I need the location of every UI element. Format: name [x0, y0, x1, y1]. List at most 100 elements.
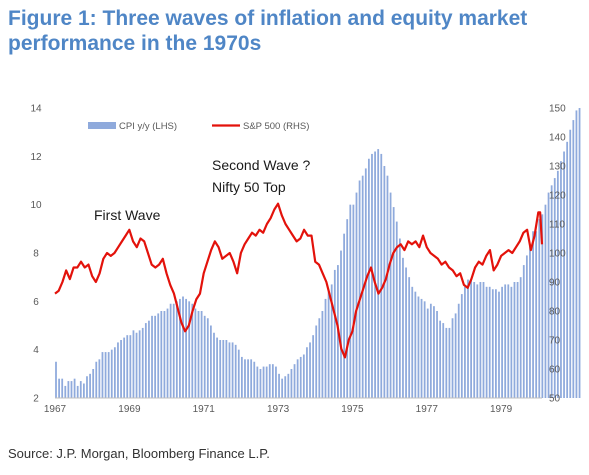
cpi-bar [566, 141, 569, 398]
chart-container: 2 4 6 8 10 12 14 50 60 70 80 90 100 110 120 130 140 150 19… [0, 84, 589, 432]
cpi-bar [315, 325, 318, 398]
cpi-bar [197, 311, 200, 398]
cpi-bar [525, 255, 528, 398]
cpi-bar [104, 352, 107, 398]
cpi-bar [507, 284, 510, 398]
cpi-bar [519, 277, 522, 398]
cpi-bar [225, 340, 228, 398]
cpi-bar [117, 342, 119, 398]
cpi-bar [420, 298, 423, 398]
cpi-bar [532, 231, 534, 398]
cpi-bar [129, 335, 132, 398]
cpi-bar [169, 303, 172, 398]
cpi-bar [433, 306, 435, 398]
x-axis-tick-label: 1977 [416, 404, 439, 415]
cpi-bar [575, 110, 578, 399]
annotation-first-wave: First Wave [94, 207, 161, 223]
cpi-bar [361, 175, 364, 398]
cpi-bar [405, 267, 407, 398]
right-axis-tick-label: 110 [549, 220, 565, 231]
cpi-bar [578, 108, 581, 398]
figure-title: Figure 1: Three waves of inflation and e… [8, 7, 528, 55]
x-axis-tick-label: 1973 [267, 404, 290, 415]
cpi-bar [61, 378, 64, 398]
cpi-bar [268, 364, 271, 398]
right-axis-tick-label: 100 [549, 249, 566, 260]
cpi-bar [529, 245, 531, 398]
cpi-bar [281, 378, 284, 398]
cpi-bar [556, 170, 559, 398]
cpi-bar [64, 385, 67, 398]
cpi-bar [120, 340, 122, 398]
cpi-bar [346, 219, 349, 398]
cpi-bar [278, 373, 280, 398]
cpi-bar [166, 308, 169, 398]
cpi-bar [371, 153, 373, 398]
cpi-bar [454, 313, 457, 398]
cpi-bar [386, 175, 389, 398]
cpi-bar [234, 344, 237, 398]
cpi-bar [203, 315, 206, 398]
cpi-bar [408, 277, 411, 398]
cpi-bar [101, 352, 104, 398]
cpi-bar [488, 286, 491, 398]
annotation-second-wave: Second Wave ? [212, 157, 311, 173]
cpi-bar [76, 385, 79, 398]
cpi-bar [563, 151, 565, 398]
cpi-bar [470, 279, 472, 398]
cpi-bar [259, 369, 262, 398]
cpi-bar [228, 342, 231, 398]
left-axis-tick-label: 12 [30, 152, 42, 163]
cpi-bar [495, 289, 497, 398]
legend-swatch-cpi [88, 122, 116, 129]
right-axis-tick-label: 120 [549, 191, 566, 202]
cpi-bar [138, 330, 141, 398]
left-axis-tick-label: 8 [33, 249, 39, 260]
cpi-bar [544, 204, 547, 398]
cpi-bar [426, 308, 429, 398]
cpi-bar [284, 376, 287, 398]
cpi-bar [569, 129, 572, 398]
cpi-bar [141, 327, 144, 398]
cpi-bar [439, 320, 442, 398]
cpi-bar [395, 221, 398, 398]
legend-label-cpi: CPI y/y (LHS) [119, 121, 177, 132]
cpi-bar [411, 286, 414, 398]
cpi-bar [157, 313, 160, 398]
cpi-bar [535, 231, 538, 398]
cpi-bar [86, 376, 88, 398]
sp500-line [54, 202, 544, 359]
cpi-bar [436, 311, 438, 398]
cpi-bar [237, 349, 240, 398]
cpi-bar [206, 318, 209, 398]
cpi-bar [172, 303, 175, 398]
cpi-bar [467, 279, 469, 398]
cpi-bar [253, 361, 256, 398]
cpi-bar [175, 301, 178, 398]
cpi-bar [82, 383, 85, 398]
cpi-bar [442, 323, 445, 398]
chart-svg: 2 4 6 8 10 12 14 50 60 70 80 90 100 110 120 130 140 150 19… [30, 104, 581, 415]
cpi-bar [473, 282, 476, 398]
cpi-bar [247, 359, 249, 398]
cpi-bar [324, 298, 327, 398]
left-axis-tick-label: 6 [33, 297, 39, 308]
cpi-bar [550, 185, 553, 398]
cpi-bar [132, 330, 135, 398]
cpi-bar [231, 342, 234, 398]
cpi-bar [476, 284, 479, 398]
cpi-bar [216, 337, 218, 398]
cpi-bar [377, 149, 380, 398]
cpi-bar [355, 192, 358, 398]
cpi-bar [482, 282, 485, 398]
cpi-bar [302, 354, 305, 398]
cpi-bar [402, 257, 404, 398]
cpi-bar [222, 340, 225, 398]
cpi-bar [265, 366, 268, 398]
cpi-bar [70, 381, 73, 398]
cpi-bar [306, 347, 308, 398]
x-axis-tick-label: 1979 [490, 404, 513, 415]
x-axis-tick-label: 1975 [341, 404, 364, 415]
cpi-bar [547, 192, 550, 398]
cpi-bar [343, 233, 345, 398]
